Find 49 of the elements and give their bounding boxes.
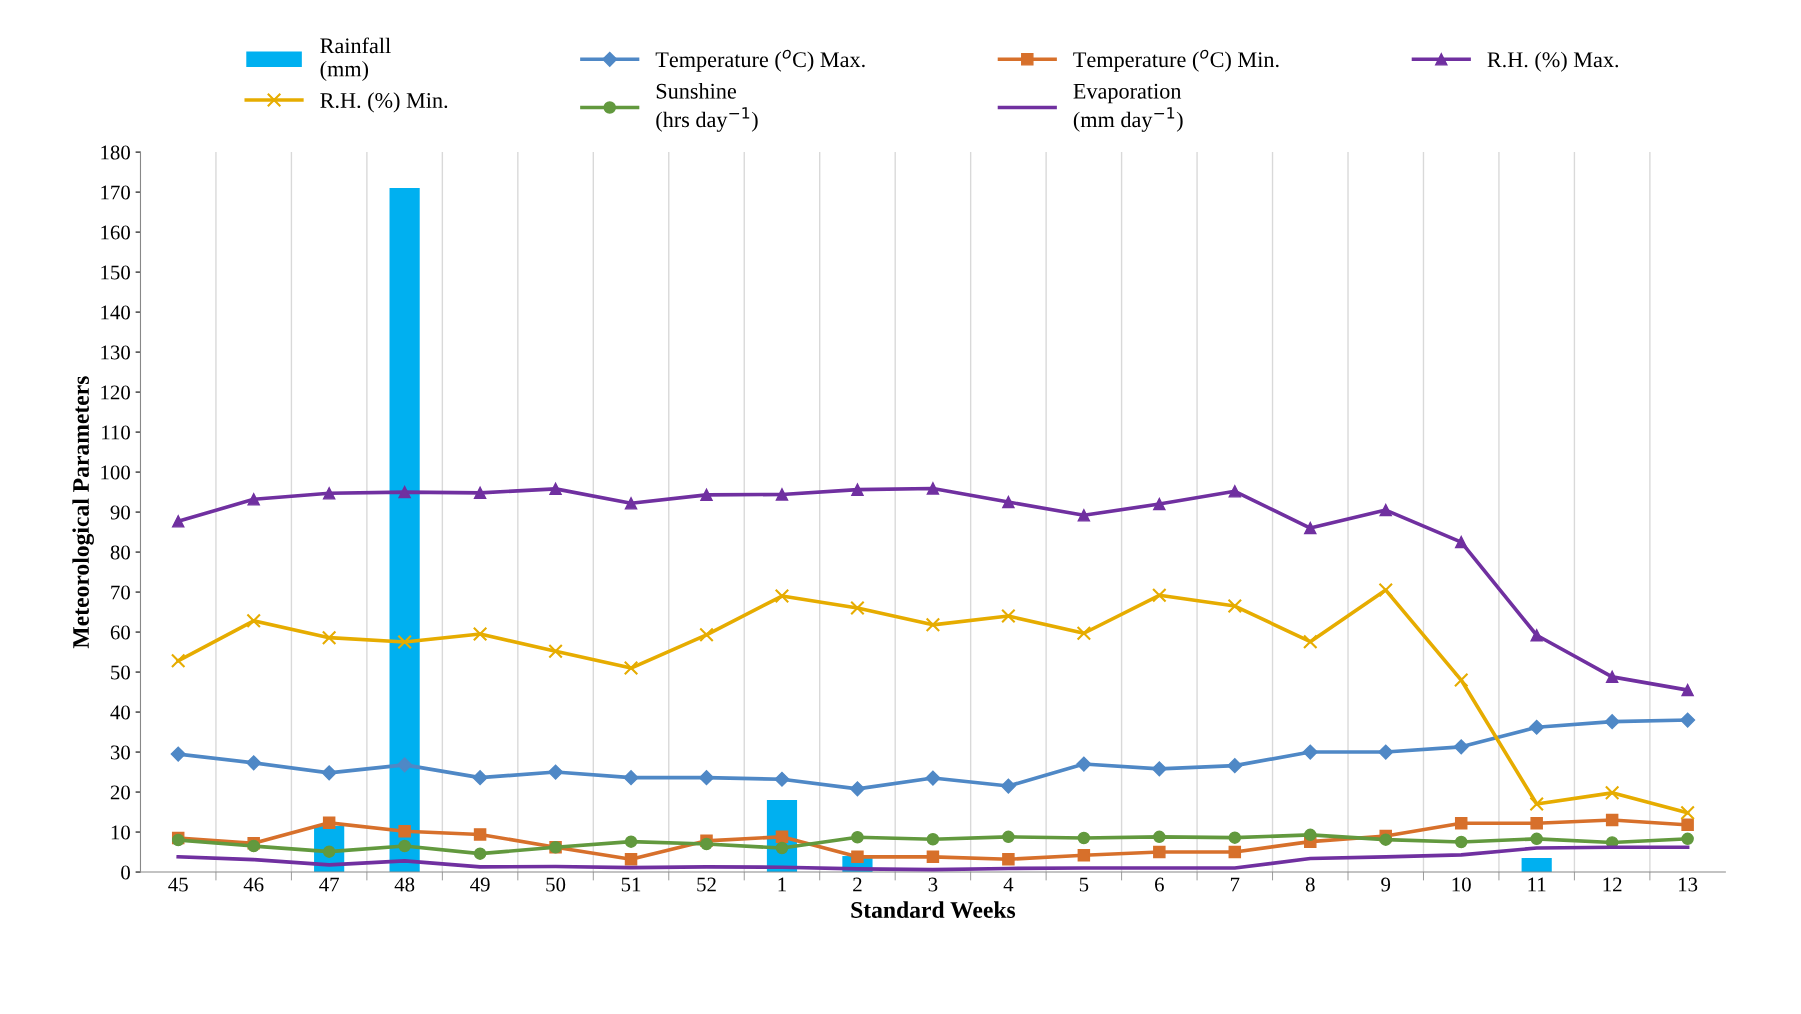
y-tick-label: 100: [101, 465, 130, 480]
x-tick-label: 45: [168, 877, 188, 892]
y-tick-label: 50: [111, 665, 130, 680]
legend-label: Temperature ($^{o}$C) Min.: [1073, 49, 1279, 72]
x-tick-label: 48: [394, 877, 415, 892]
y-tick-label: 10: [111, 825, 130, 840]
legend-label: Evaporation (mm day$^{−1}$): [1073, 83, 1183, 132]
legend-label: R.H. (%) Max.: [1487, 51, 1619, 72]
y-tick-label: 30: [110, 745, 130, 760]
y-tick-label: 160: [101, 225, 130, 240]
x-tick-label: 12: [1603, 877, 1622, 892]
y-axis-title: Meteorological Parameters: [72, 376, 94, 649]
x-tick-label: 11: [1528, 877, 1546, 892]
x-tick-label: 3: [928, 877, 938, 892]
x-tick-label: 13: [1679, 877, 1698, 892]
legend-label: Rainfall (mm): [320, 37, 391, 82]
legend-label: Sunshine (hrs day$^{−1}$): [656, 83, 758, 132]
x-tick-label: 8: [1305, 877, 1315, 892]
x-tick-label: 49: [470, 877, 490, 892]
y-tick-label: 180: [101, 145, 130, 160]
x-tick-label: 7: [1230, 877, 1240, 892]
y-tick-label: 60: [110, 625, 130, 640]
y-tick-label: 130: [101, 345, 130, 360]
x-tick-label: 51: [621, 877, 641, 892]
y-tick-label: 150: [101, 265, 130, 280]
y-tick-label: 20: [110, 785, 130, 800]
x-tick-label: 10: [1452, 877, 1471, 892]
x-tick-label: 1: [778, 877, 786, 892]
x-tick-label: 2: [853, 877, 862, 892]
x-tick-label: 6: [1155, 877, 1164, 892]
y-tick-label: 40: [110, 705, 130, 720]
y-tick-label: 90: [110, 505, 130, 520]
x-tick-label: 46: [243, 877, 264, 892]
y-tick-label: 0: [121, 865, 130, 880]
x-tick-label: 52: [697, 877, 716, 892]
legend-label: Temperature ($^{o}$C) Max.: [655, 49, 865, 72]
y-tick-label: 170: [101, 185, 130, 200]
x-tick-label: 50: [546, 877, 566, 892]
x-axis-title: Standard Weeks: [851, 901, 1016, 919]
x-tick-label: 9: [1381, 877, 1391, 892]
y-tick-label: 140: [101, 305, 130, 320]
x-tick-label: 47: [319, 877, 339, 892]
legend-label: R.H. (%) Min.: [320, 92, 448, 113]
y-tick-label: 80: [110, 545, 130, 560]
y-tick-label: 110: [102, 425, 130, 440]
x-tick-label: 4: [1003, 877, 1014, 892]
y-tick-label: 120: [101, 385, 130, 400]
y-tick-label: 70: [111, 585, 130, 600]
x-tick-label: 5: [1079, 877, 1089, 892]
